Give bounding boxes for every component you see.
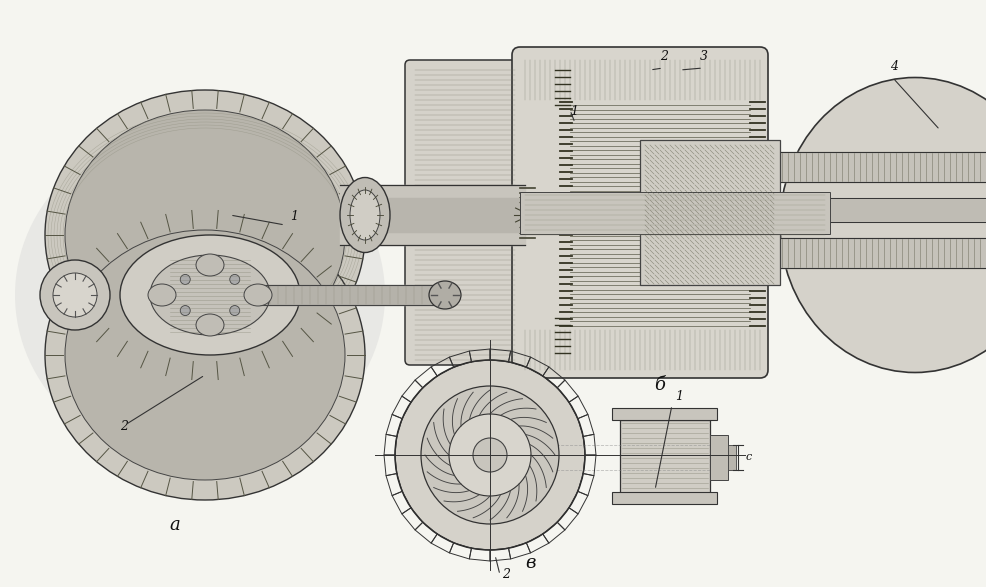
Ellipse shape [65,230,345,480]
FancyBboxPatch shape [405,60,525,365]
Text: 2: 2 [660,50,668,63]
Ellipse shape [150,255,270,335]
Text: 4: 4 [890,60,898,73]
Bar [520,192,830,234]
Bar [612,492,717,504]
Ellipse shape [53,273,97,317]
Ellipse shape [40,260,110,330]
Text: 1: 1 [570,105,578,118]
Ellipse shape [65,110,345,360]
Ellipse shape [45,210,365,500]
Circle shape [473,438,507,472]
Circle shape [449,414,531,496]
Circle shape [180,306,190,316]
FancyBboxPatch shape [512,47,768,378]
Text: 3: 3 [700,50,708,63]
Ellipse shape [120,235,300,355]
Circle shape [180,275,190,285]
Ellipse shape [196,254,224,276]
Text: 2: 2 [502,568,510,581]
Ellipse shape [429,281,461,309]
Text: 1: 1 [290,210,298,223]
Bar [620,420,710,495]
Ellipse shape [45,90,365,380]
Text: в: в [525,554,535,572]
Circle shape [230,306,240,316]
Text: 1: 1 [675,390,683,403]
Text: 2: 2 [120,420,128,433]
Text: c: c [746,452,752,462]
Ellipse shape [244,284,272,306]
Ellipse shape [196,314,224,336]
Circle shape [230,275,240,285]
Ellipse shape [15,125,385,465]
Circle shape [421,386,559,524]
Bar [612,408,717,420]
Ellipse shape [340,177,390,252]
Bar [640,140,780,285]
Text: a: a [170,516,180,534]
Bar [728,445,736,470]
Ellipse shape [350,190,380,240]
Ellipse shape [148,284,176,306]
Circle shape [395,360,585,550]
Ellipse shape [780,77,986,373]
Bar [710,435,728,480]
Text: б: б [655,376,666,394]
